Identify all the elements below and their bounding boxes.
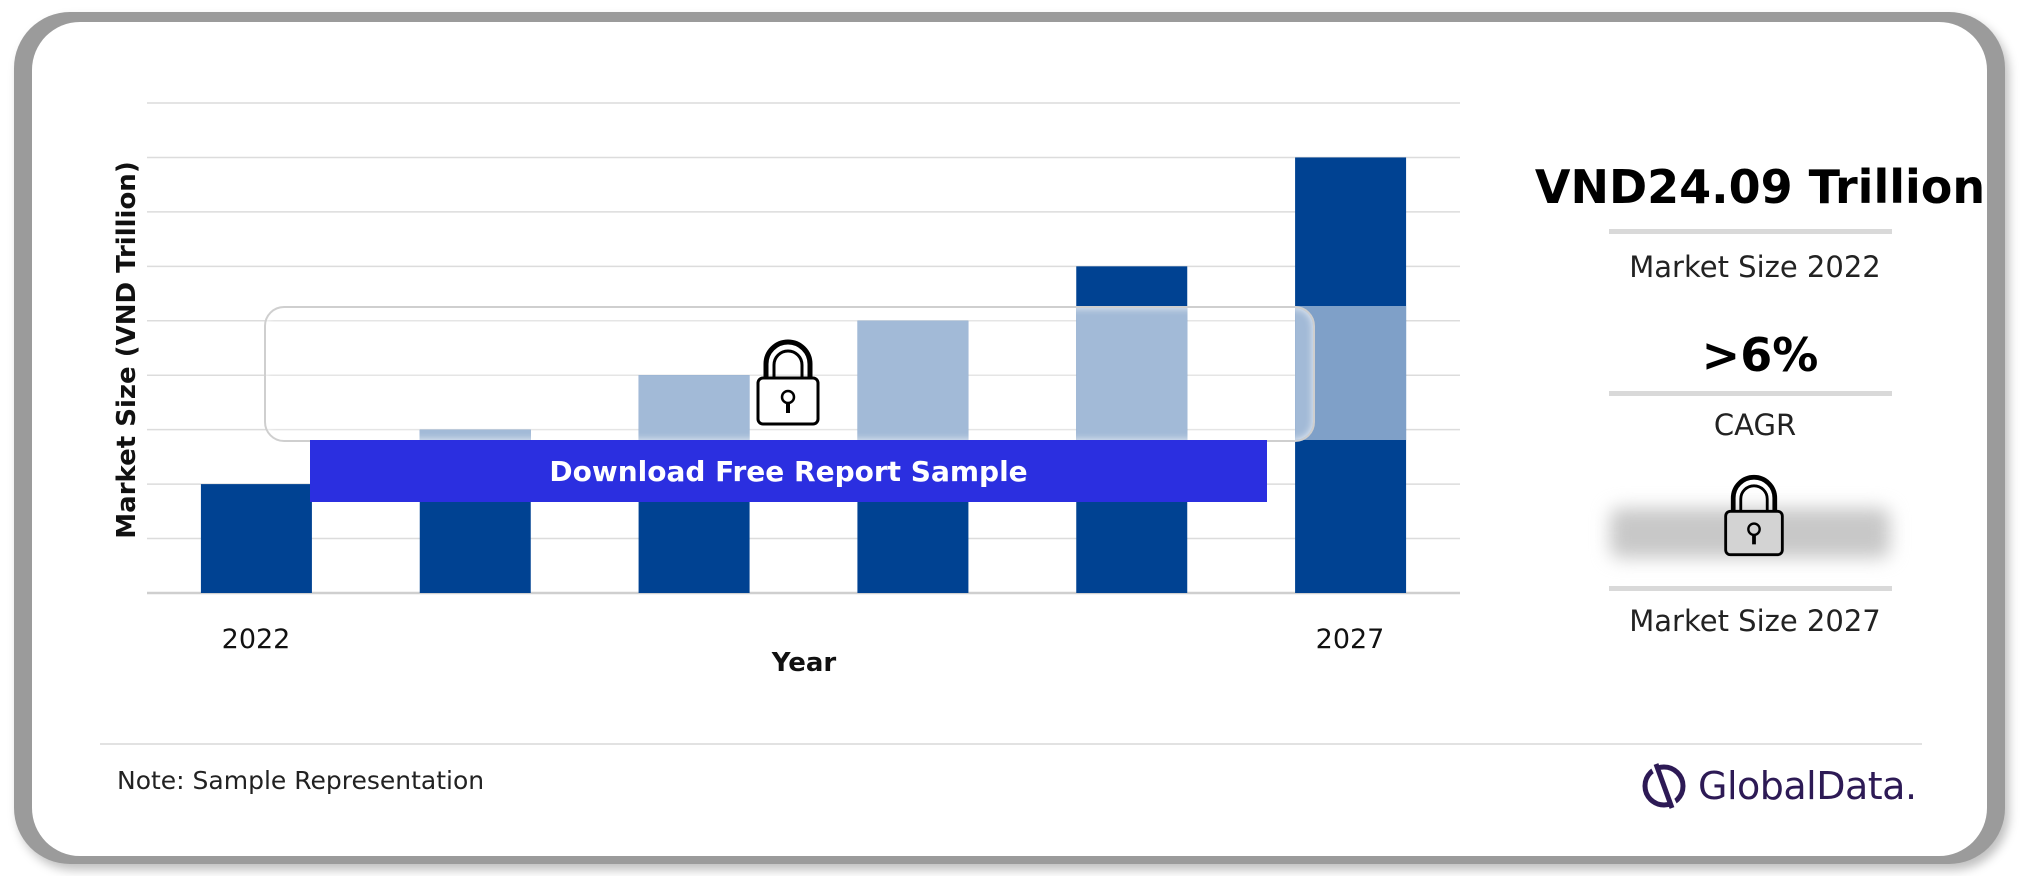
- bar-2022: [200, 484, 312, 593]
- cagr-value: >6%: [1701, 328, 1819, 382]
- bar-overlay-2023: [419, 429, 531, 440]
- x-tick-label-2027: 2027: [1315, 624, 1385, 655]
- market-size-value: VND24.09 Trillion: [1534, 160, 1986, 214]
- cagr-caption: CAGR: [1713, 408, 1797, 442]
- bar-overlay-2024: [638, 375, 750, 440]
- market-size-caption: Market Size 2022: [1629, 250, 1881, 284]
- padlock-icon: [1724, 474, 1784, 557]
- footer-divider: [100, 743, 1922, 745]
- stat-divider: [1609, 229, 1892, 234]
- market-size-2027-caption: Market Size 2027: [1629, 604, 1881, 638]
- sample-note: Note: Sample Representation: [117, 766, 485, 795]
- stat-divider: [1609, 391, 1892, 396]
- bar-overlay-2026: [1076, 306, 1188, 440]
- download-sample-button[interactable]: Download Free Report Sample: [310, 440, 1267, 502]
- globaldata-logo: GlobalData.: [1640, 758, 1917, 814]
- bar-overlay-2025: [857, 320, 969, 440]
- stat-divider: [1609, 586, 1892, 591]
- logo-text: GlobalData.: [1698, 764, 1917, 808]
- card: [32, 22, 1987, 856]
- globaldata-logo-icon: [1642, 763, 1686, 809]
- y-axis-label: Market Size (VND Trillion): [112, 161, 142, 539]
- padlock-icon: [756, 339, 820, 426]
- x-tick-label-2022: 2022: [221, 624, 291, 655]
- x-axis-label: Year: [771, 648, 837, 678]
